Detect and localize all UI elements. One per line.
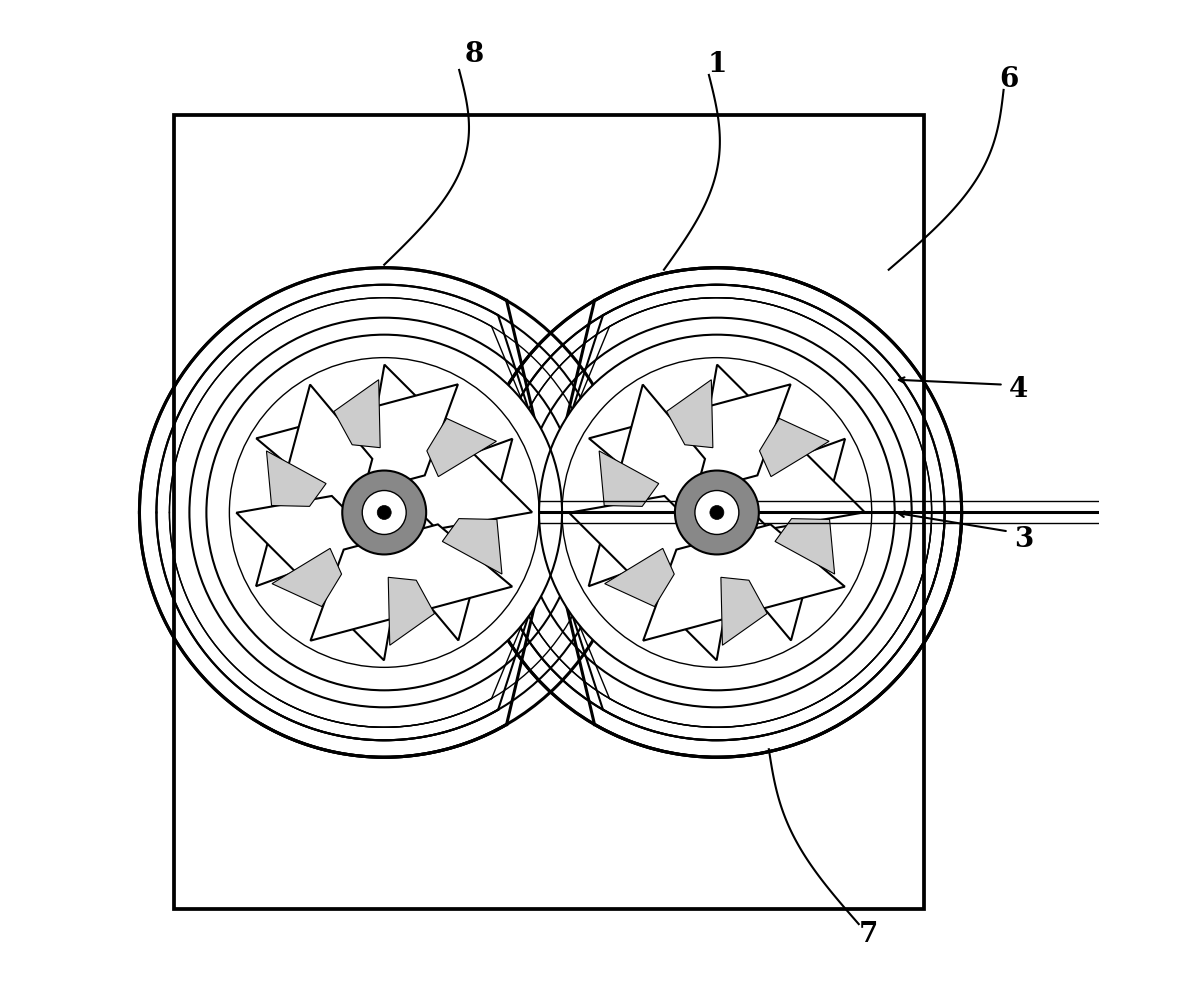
Bar — [175, 115, 924, 909]
Polygon shape — [701, 365, 865, 529]
Polygon shape — [256, 385, 458, 500]
Circle shape — [674, 471, 758, 554]
Circle shape — [134, 263, 634, 762]
Polygon shape — [334, 380, 380, 448]
Polygon shape — [256, 385, 373, 586]
Polygon shape — [368, 365, 532, 529]
Circle shape — [467, 263, 967, 762]
Polygon shape — [397, 439, 513, 640]
Polygon shape — [666, 380, 713, 448]
Polygon shape — [775, 518, 835, 574]
Text: 7: 7 — [859, 920, 878, 948]
Polygon shape — [605, 548, 674, 606]
Text: 1: 1 — [707, 51, 726, 79]
Polygon shape — [442, 518, 502, 574]
Circle shape — [377, 505, 392, 519]
Circle shape — [343, 471, 426, 554]
Bar — [175, 115, 924, 909]
Polygon shape — [643, 524, 845, 640]
Polygon shape — [388, 577, 435, 645]
Polygon shape — [236, 496, 401, 660]
Polygon shape — [310, 524, 512, 640]
Polygon shape — [599, 451, 659, 506]
Text: 4: 4 — [1009, 376, 1028, 404]
Polygon shape — [426, 419, 496, 477]
Polygon shape — [589, 385, 791, 500]
Circle shape — [539, 335, 895, 690]
Polygon shape — [721, 577, 767, 645]
Circle shape — [710, 505, 724, 519]
Polygon shape — [272, 548, 341, 606]
Polygon shape — [588, 385, 704, 586]
Circle shape — [206, 335, 562, 690]
Text: 8: 8 — [465, 41, 484, 69]
Text: 6: 6 — [999, 66, 1018, 94]
Polygon shape — [760, 419, 829, 477]
Polygon shape — [569, 496, 733, 660]
Circle shape — [362, 491, 406, 534]
Polygon shape — [266, 451, 326, 506]
Circle shape — [695, 491, 739, 534]
Text: 3: 3 — [1014, 525, 1033, 553]
Polygon shape — [728, 439, 845, 640]
